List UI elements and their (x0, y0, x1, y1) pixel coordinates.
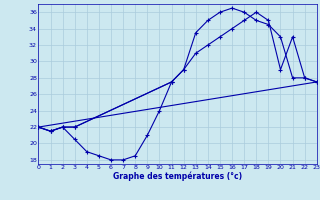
X-axis label: Graphe des températures (°c): Graphe des températures (°c) (113, 172, 242, 181)
